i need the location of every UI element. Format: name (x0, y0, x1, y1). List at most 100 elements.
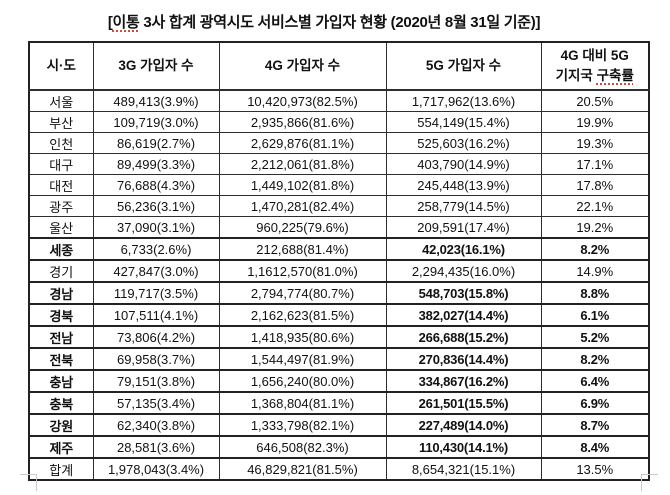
region-cell: 서울 (28, 89, 94, 112)
total-row: 합계 1,978,043(3.4%) 46,829,821(81.5%) 8,654,… (28, 457, 650, 481)
5g-station-rate-cell: 8.7% (540, 413, 650, 437)
region-cell: 경북 (28, 303, 94, 327)
header-rate-spellchecked-word: 구축률 (596, 68, 634, 83)
5g-subscribers-cell: 261,501(15.5%) (385, 391, 542, 415)
3g-subscribers-cell: 69,958(3.7%) (92, 347, 220, 371)
4g-subscribers-cell: 2,629,876(81.1%) (218, 132, 387, 154)
3g-subscribers-cell: 6,733(2.6%) (92, 237, 220, 261)
5g-subscribers-cell: 42,023(16.1%) (385, 237, 542, 261)
table-row: 충북 57,135(3.4%) 1,368,804(81.1%) 261,501(15… (28, 391, 650, 415)
header-rate-line2: 기지국 (555, 68, 593, 83)
table-row: 인천 86,619(2.7%) 2,629,876(81.1%) 525,603(16… (28, 132, 650, 154)
table-row: 경남 119,717(3.5%) 2,794,774(80.7%) 548,703(1… (28, 281, 650, 305)
5g-station-rate-cell: 22.1% (540, 195, 650, 217)
region-cell: 제주 (28, 435, 94, 459)
table-row: 대구 89,499(3.3%) 2,212,061(81.8%) 403,790(14… (28, 153, 650, 175)
header-4g-subscribers: 4G 가입자 수 (218, 41, 387, 91)
4g-subscribers-cell: 1,544,497(81.9%) (218, 347, 387, 371)
table-row: 세종 6,733(2.6%) 212,688(81.4%) 42,023(16.1%)… (28, 237, 650, 261)
title-spellchecked-word: 이통 (112, 14, 140, 31)
5g-station-rate-cell: 17.1% (540, 153, 650, 175)
table-row: 광주 56,236(3.1%) 1,470,281(82.4%) 258,779(14… (28, 195, 650, 217)
4g-subscribers-cell: 646,508(82.3%) (218, 435, 387, 459)
region-cell: 대구 (28, 153, 94, 175)
4g-subscribers-cell: 1,333,798(82.1%) (218, 413, 387, 437)
region-cell: 강원 (28, 413, 94, 437)
region-cell: 충북 (28, 391, 94, 415)
3g-subscribers-cell: 107,511(4.1%) (92, 303, 220, 327)
5g-subscribers-cell: 548,703(15.8%) (385, 281, 542, 305)
3g-subscribers-cell: 427,847(3.0%) (92, 259, 220, 283)
region-cell: 세종 (28, 237, 94, 261)
3g-subscribers-cell: 109,719(3.0%) (92, 111, 220, 133)
header-region: 시·도 (28, 41, 94, 91)
title-text: 3사 합계 광역시도 서비스별 가입자 현황 (2020년 8월 31일 기준)… (139, 14, 541, 31)
region-cell: 대전 (28, 174, 94, 196)
5g-subscribers-cell: 1,717,962(13.6%) (385, 89, 542, 112)
5g-station-rate-cell: 8.8% (540, 281, 650, 305)
4g-subscribers-cell: 2,794,774(80.7%) (218, 281, 387, 305)
5g-subscribers-cell: 382,027(14.4%) (385, 303, 542, 327)
5g-subscribers-cell: 270,836(14.4%) (385, 347, 542, 371)
region-cell: 부산 (28, 111, 94, 133)
5g-station-rate-cell: 14.9% (540, 259, 650, 283)
5g-subscribers-cell: 110,430(14.1%) (385, 435, 542, 459)
5g-station-rate-cell: 6.4% (540, 369, 650, 393)
5g-subscribers-cell: 258,779(14.5%) (385, 195, 542, 217)
table-row: 강원 62,340(3.8%) 1,333,798(82.1%) 227,489(14… (28, 413, 650, 437)
table-row: 제주 28,581(3.6%) 646,508(82.3%) 110,430(14.1… (28, 435, 650, 459)
header-5g-station-rate: 4G 대비 5G 기지국 구축률 (540, 41, 650, 91)
5g-subscribers-cell: 266,688(15.2%) (385, 325, 542, 349)
3g-subscribers-cell: 119,717(3.5%) (92, 281, 220, 305)
3g-subscribers-cell: 62,340(3.8%) (92, 413, 220, 437)
4g-subscribers-cell: 1,656,240(80.0%) (218, 369, 387, 393)
5g-subscribers-cell: 245,448(13.9%) (385, 174, 542, 196)
5g-station-rate-cell: 13.5% (540, 457, 650, 481)
table-row: 충남 79,151(3.8%) 1,656,240(80.0%) 334,867(16… (28, 369, 650, 393)
4g-subscribers-cell: 2,162,623(81.5%) (218, 303, 387, 327)
4g-subscribers-cell: 10,420,973(82.5%) (218, 89, 387, 112)
5g-station-rate-cell: 19.2% (540, 216, 650, 239)
3g-subscribers-cell: 57,135(3.4%) (92, 391, 220, 415)
header-row: 시·도 3G 가입자 수 4G 가입자 수 5G 가입자 수 4G 대비 5G 기… (28, 41, 650, 91)
4g-subscribers-cell: 212,688(81.4%) (218, 237, 387, 261)
5g-station-rate-cell: 8.2% (540, 237, 650, 261)
3g-subscribers-cell: 73,806(4.2%) (92, 325, 220, 349)
table-header: 시·도 3G 가입자 수 4G 가입자 수 5G 가입자 수 4G 대비 5G 기… (28, 41, 650, 91)
region-cell: 전북 (28, 347, 94, 371)
3g-subscribers-cell: 1,978,043(3.4%) (92, 457, 220, 481)
table-row: 전북 69,958(3.7%) 1,544,497(81.9%) 270,836(14… (28, 347, 650, 371)
4g-subscribers-cell: 1,368,804(81.1%) (218, 391, 387, 415)
header-5g-subscribers: 5G 가입자 수 (385, 41, 542, 91)
3g-subscribers-cell: 86,619(2.7%) (92, 132, 220, 154)
region-cell: 경기 (28, 259, 94, 283)
5g-subscribers-cell: 554,149(15.4%) (385, 111, 542, 133)
5g-subscribers-cell: 2,294,435(16.0%) (385, 259, 542, 283)
4g-subscribers-cell: 1,1612,570(81.0%) (218, 259, 387, 283)
5g-station-rate-cell: 8.4% (540, 435, 650, 459)
5g-station-rate-cell: 8.2% (540, 347, 650, 371)
3g-subscribers-cell: 56,236(3.1%) (92, 195, 220, 217)
4g-subscribers-cell: 2,212,061(81.8%) (218, 153, 387, 175)
3g-subscribers-cell: 37,090(3.1%) (92, 216, 220, 239)
4g-subscribers-cell: 2,935,866(81.6%) (218, 111, 387, 133)
3g-subscribers-cell: 79,151(3.8%) (92, 369, 220, 393)
subscriber-stats-table: 시·도 3G 가입자 수 4G 가입자 수 5G 가입자 수 4G 대비 5G 기… (28, 41, 650, 481)
table-row: 울산 37,090(3.1%) 960,225(79.6%) 209,591(17.4… (28, 216, 650, 239)
page-corner-mark-left (20, 474, 37, 491)
5g-subscribers-cell: 525,603(16.2%) (385, 132, 542, 154)
table-row: 부산 109,719(3.0%) 2,935,866(81.6%) 554,149(1… (28, 111, 650, 133)
5g-subscribers-cell: 403,790(14.9%) (385, 153, 542, 175)
5g-station-rate-cell: 20.5% (540, 89, 650, 112)
region-cell: 전남 (28, 325, 94, 349)
5g-subscribers-cell: 227,489(14.0%) (385, 413, 542, 437)
5g-station-rate-cell: 19.9% (540, 111, 650, 133)
5g-station-rate-cell: 6.1% (540, 303, 650, 327)
table-row: 경북 107,511(4.1%) 2,162,623(81.5%) 382,027(1… (28, 303, 650, 327)
title-prefix: [ (107, 14, 113, 31)
table-row: 전남 73,806(4.2%) 1,418,935(80.6%) 266,688(15… (28, 325, 650, 349)
5g-subscribers-cell: 8,654,321(15.1%) (385, 457, 542, 481)
region-cell: 충남 (28, 369, 94, 393)
4g-subscribers-cell: 46,829,821(81.5%) (218, 457, 387, 481)
